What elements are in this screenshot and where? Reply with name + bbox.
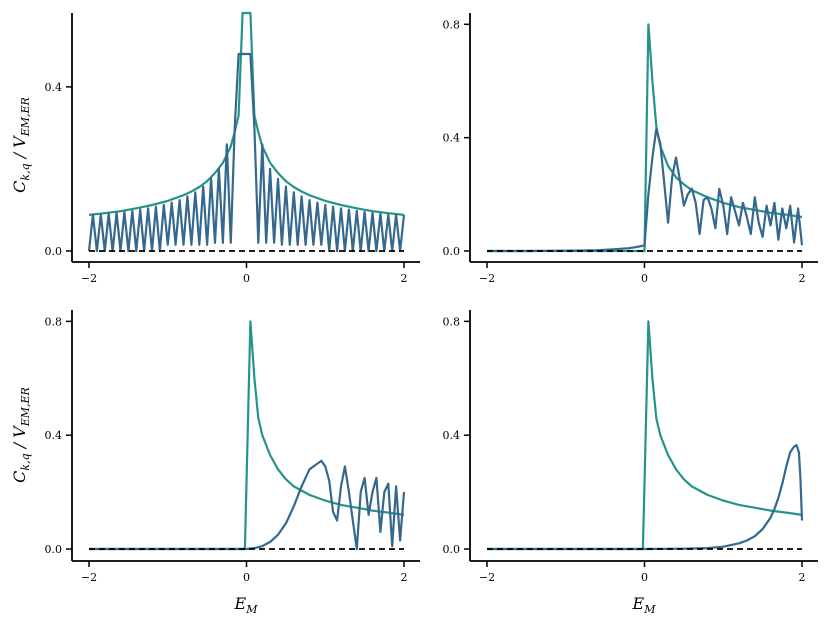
y-tick-label: 0.0 [443,245,461,258]
panel-bottom-right: −2 0 2 0.0 0.4 0.8 [443,310,818,584]
panel-top-left: −2 0 2 0.0 0.4 [45,11,420,285]
x-tick-label: 0 [641,272,648,285]
xlabel-left: EM [234,594,259,616]
series-envelope [89,320,405,551]
x-tick-label: −2 [479,272,495,285]
y-tick-label: 0.8 [443,315,461,328]
y-tick-label: 0.4 [443,132,461,145]
x-tick-label: −2 [81,272,97,285]
series-oscillating [487,128,804,253]
y-tick-label: 0.4 [45,429,63,442]
x-tick-label: 0 [641,571,648,584]
panel-bottom-left: −2 0 2 0.0 0.4 0.8 [45,310,420,584]
x-tick-label: 0 [243,272,250,285]
series-oscillating [87,52,406,253]
y-tick-label: 0.0 [45,543,63,556]
series-oscillating [89,459,406,551]
y-tick-label: 0.8 [45,315,63,328]
series-envelope [88,11,405,216]
series-envelope [487,23,803,253]
x-tick-label: −2 [81,571,97,584]
y-tick-label: 0.4 [45,81,63,94]
series-envelope [487,320,803,551]
y-tick-label: 0.8 [443,18,461,31]
x-tick-label: 2 [401,272,408,285]
y-tick-label: 0.0 [45,245,63,258]
panels: −2 0 2 0.0 0.4 −2 0 2 0.0 0.4 0.8 −2 0 2 0.0 0.4 0.8 −2 0 2… [45,11,818,584]
x-tick-label: −2 [479,571,495,584]
panel-top-right: −2 0 2 0.0 0.4 0.8 [443,13,818,285]
x-tick-label: 0 [243,571,250,584]
y-tick-label: 0.0 [443,543,461,556]
x-tick-label: 2 [799,571,806,584]
ylabel-top: Ck,q / VEM,ER [10,97,32,193]
ylabel-bottom: Ck,q / VEM,ER [10,387,32,483]
y-tick-label: 0.4 [443,429,461,442]
x-tick-label: 2 [799,272,806,285]
x-tick-label: 2 [401,571,408,584]
xlabel-right: EM [632,594,657,616]
